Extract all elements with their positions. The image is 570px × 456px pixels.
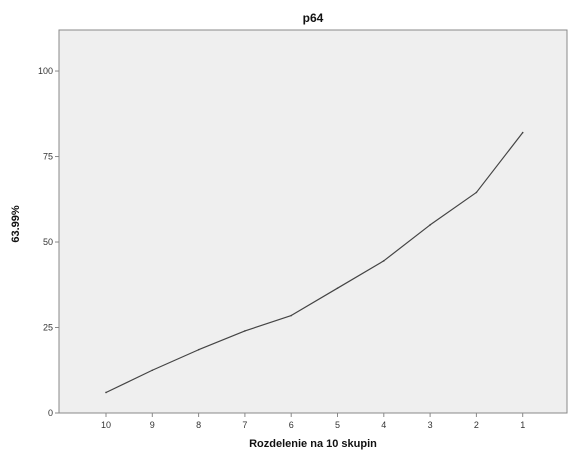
x-tick-label: 3 [428, 420, 433, 430]
y-tick-label: 50 [43, 237, 53, 247]
chart-title: p64 [303, 11, 324, 25]
series-line [105, 132, 524, 394]
y-tick-label: 100 [38, 66, 53, 76]
data-point [383, 260, 385, 262]
data-point [475, 191, 478, 194]
data-point [290, 314, 293, 317]
x-tick-label: 9 [150, 420, 155, 430]
y-tick-label: 0 [48, 408, 53, 418]
data-point [429, 224, 431, 226]
x-tick-label: 1 [520, 420, 525, 430]
data-point [151, 369, 154, 372]
data-point [521, 131, 524, 134]
data-point [244, 330, 246, 332]
data-point [197, 348, 200, 351]
x-axis-ticks: 10 9 8 7 6 5 4 3 2 1 [101, 413, 525, 430]
x-tick-label: 4 [381, 420, 386, 430]
y-tick-label: 75 [43, 152, 53, 162]
y-axis-label: 63.99% [10, 205, 22, 243]
y-tick-label: 25 [43, 323, 53, 333]
x-tick-label: 7 [242, 420, 247, 430]
series-group [105, 131, 524, 394]
x-tick-label: 8 [196, 420, 201, 430]
data-point [105, 391, 107, 394]
x-tick-label: 2 [474, 420, 479, 430]
x-axis-label: Rozdelenie na 10 skupin [249, 438, 377, 450]
plot-area [58, 29, 568, 414]
x-tick-label: 6 [289, 420, 294, 430]
data-point [336, 287, 339, 289]
x-tick-label: 10 [101, 420, 111, 430]
y-axis-ticks: 0 25 50 75 100 [38, 66, 59, 418]
x-tick-label: 5 [335, 420, 340, 430]
